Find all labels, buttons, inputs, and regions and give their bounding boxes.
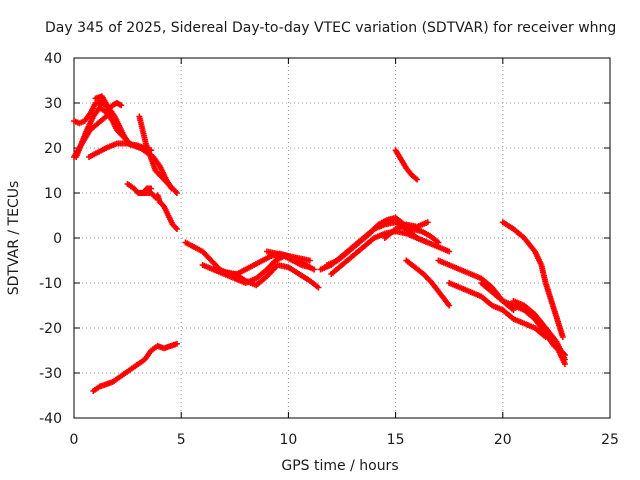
y-tick-label: -10: [39, 276, 62, 292]
data-point: [118, 102, 125, 109]
data-points: [71, 93, 568, 394]
data-point: [172, 224, 179, 231]
chart-title: Day 345 of 2025, Sidereal Day-to-day VTE…: [45, 20, 616, 36]
x-tick-label: 10: [279, 432, 297, 448]
x-tick-label: 20: [494, 432, 512, 448]
data-point: [561, 352, 568, 358]
series-s18: [323, 214, 442, 268]
data-point: [315, 284, 322, 291]
data-point: [173, 190, 180, 196]
series-s16: [317, 219, 453, 273]
data-point: [560, 350, 567, 357]
y-tick-label: -40: [39, 411, 62, 427]
series-s11: [90, 340, 180, 394]
y-tick-label: 20: [44, 141, 62, 157]
y-tick-label: -30: [39, 366, 62, 382]
series-s21: [403, 257, 453, 309]
data-point: [435, 239, 442, 246]
y-axis-label: SDTVAR / TECUs: [6, 181, 22, 296]
data-point: [446, 302, 453, 309]
series-s08: [136, 113, 180, 196]
series-s15: [263, 248, 313, 264]
y-tick-label: 0: [53, 231, 62, 247]
series-s27: [531, 316, 568, 358]
data-point: [424, 239, 431, 246]
data-point: [306, 257, 313, 264]
data-point: [173, 340, 180, 347]
data-point: [173, 226, 180, 232]
data-point: [446, 248, 453, 255]
data-point: [311, 266, 318, 273]
y-tick-label: 30: [44, 96, 62, 112]
data-point: [424, 219, 431, 226]
x-tick-label: 15: [387, 432, 405, 448]
series-s25: [499, 219, 566, 340]
x-tick-label: 25: [601, 432, 619, 448]
series-s19: [381, 219, 431, 241]
series-s20: [392, 147, 421, 183]
y-tick-label: 10: [44, 186, 62, 202]
grid: [74, 58, 610, 418]
series-s22: [435, 257, 517, 313]
axis-ticks: 0 5 10 15 20 25 -40 -30 -20 -10 0 10 20 30 40: [39, 51, 619, 448]
data-point: [561, 361, 568, 367]
y-tick-label: 40: [44, 51, 62, 67]
data-point: [172, 188, 179, 195]
series-s14: [210, 262, 322, 291]
x-axis-label: GPS time / hours: [281, 458, 398, 474]
x-tick-label: 5: [177, 432, 186, 448]
series-s09: [135, 190, 180, 232]
x-tick-label: 0: [70, 432, 79, 448]
data-point: [306, 264, 313, 271]
data-point: [414, 176, 421, 183]
series-s10: [124, 181, 155, 196]
y-tick-label: -20: [39, 321, 62, 337]
data-point: [148, 185, 155, 192]
series-s23: [446, 280, 549, 340]
data-point: [559, 334, 566, 340]
